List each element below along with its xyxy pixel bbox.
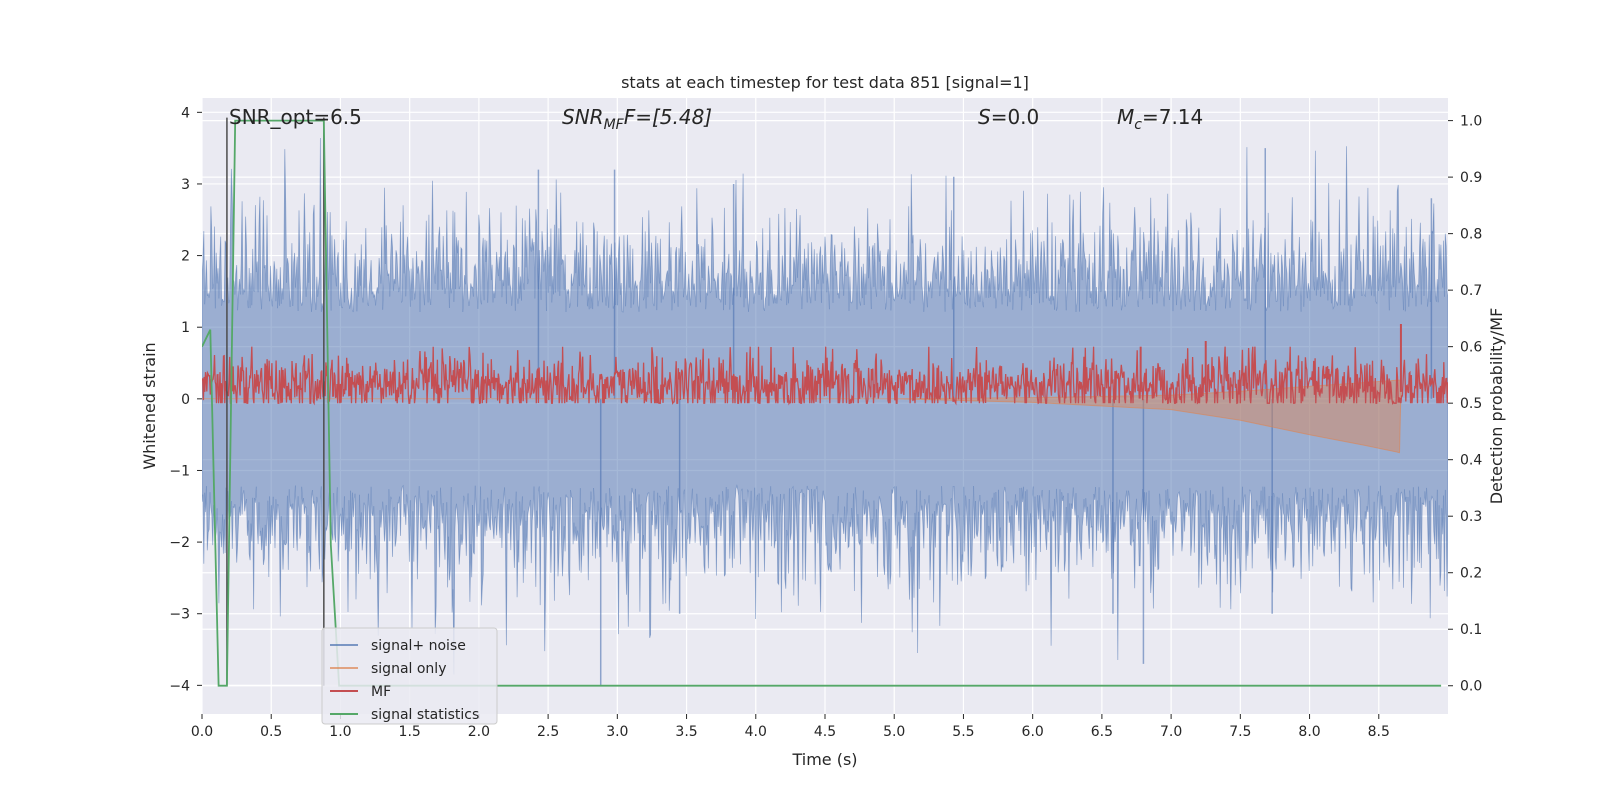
y-tick-label: 1 (181, 320, 190, 336)
legend-label: MF (371, 684, 391, 700)
annotation-snr-mf: SNRMFF=[5.48] (562, 105, 712, 133)
y-tick-label: −1 (169, 463, 190, 479)
y-tick-label-right: 0.2 (1460, 566, 1482, 582)
legend-label: signal+ noise (371, 638, 466, 654)
snr-mf-value: F=[5.48] (624, 105, 712, 129)
s-value: =0.0 (991, 105, 1040, 129)
snr-mf-sub: MF (604, 117, 625, 133)
x-tick-label: 7.5 (1229, 724, 1251, 740)
series-signal-statistics (202, 119, 1442, 687)
x-tick-label: 1.5 (399, 724, 421, 740)
x-tick-label: 3.0 (606, 724, 628, 740)
y-tick-label-right: 0.3 (1460, 509, 1482, 525)
annotation-s: S=0.0 (978, 105, 1039, 129)
y-tick-label-right: 0.0 (1460, 679, 1482, 695)
mc-label: M (1117, 105, 1134, 129)
y-ticks-right: 1.0 0.9 0.8 0.7 0.6 0.5 0.4 0.3 0.2 0.1 0.0 (1448, 114, 1482, 695)
legend-label: signal statistics (371, 707, 479, 723)
legend: signal+ noise signal only MF signal statist… (321, 627, 498, 725)
series-group (202, 117, 1448, 687)
x-tick-label: 7.0 (1160, 724, 1182, 740)
annotation-snr-opt: SNR_opt=6.5 (229, 105, 362, 129)
x-tick-label: 8.5 (1368, 724, 1390, 740)
x-tick-label: 2.5 (537, 724, 559, 740)
y-tick-label-right: 0.9 (1460, 170, 1482, 186)
y-axis-label: Whitened strain (140, 342, 159, 469)
x-tick-label: 8.0 (1298, 724, 1320, 740)
x-tick-label: 3.5 (675, 724, 697, 740)
x-tick-label: 1.0 (329, 724, 351, 740)
mc-sub: c (1134, 117, 1142, 133)
y-axis-label-right: Detection probability/MF (1487, 308, 1506, 505)
y-tick-label: 0 (181, 392, 190, 408)
y-tick-label: 3 (181, 177, 190, 193)
legend-label: signal only (371, 661, 446, 677)
x-tick-label: 5.5 (952, 724, 974, 740)
x-tick-label: 0.0 (191, 724, 213, 740)
x-tick-label: 5.0 (883, 724, 905, 740)
x-tick-label: 2.0 (468, 724, 490, 740)
y-tick-label: −2 (169, 535, 190, 551)
annotation-mc: Mc=7.14 (1117, 105, 1203, 133)
series-signal-noise (202, 137, 1448, 675)
y-tick-label-right: 0.8 (1460, 227, 1482, 243)
s-label: S (978, 105, 991, 129)
chart-title: stats at each timestep for test data 851… (621, 73, 1029, 92)
y-tick-label: 4 (181, 105, 190, 121)
snr-mf-label: SNR (562, 105, 604, 129)
series-mf (202, 346, 1448, 406)
mc-value: =7.14 (1142, 105, 1203, 129)
x-tick-label: 6.0 (1022, 724, 1044, 740)
y-tick-label-right: 0.6 (1460, 340, 1482, 356)
y-tick-label-right: 0.7 (1460, 283, 1482, 299)
y-tick-label-right: 0.5 (1460, 396, 1482, 412)
x-tick-label: 6.5 (1091, 724, 1113, 740)
x-tick-label: 4.0 (745, 724, 767, 740)
x-axis-label: Time (s) (791, 750, 857, 769)
y-tick-label-right: 0.1 (1460, 622, 1482, 638)
x-ticks: 0.0 0.5 1.0 1.5 2.0 2.5 3.0 3.5 4.0 4.5 5.0 5.5 6.0 6… (191, 714, 1390, 740)
y-tick-label: −4 (169, 678, 190, 694)
y-ticks-left: 4 3 2 1 0 −1 −2 −3 −4 (169, 105, 202, 694)
y-tick-label-right: 0.4 (1460, 453, 1482, 469)
x-tick-label: 4.5 (814, 724, 836, 740)
x-tick-label: 0.5 (260, 724, 282, 740)
y-tick-label-right: 1.0 (1460, 114, 1482, 130)
y-tick-label: 2 (181, 249, 190, 265)
legend-box (321, 627, 498, 725)
y-tick-label: −3 (169, 607, 190, 623)
